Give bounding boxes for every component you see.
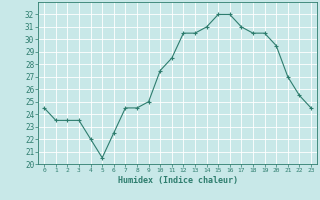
X-axis label: Humidex (Indice chaleur): Humidex (Indice chaleur) bbox=[118, 176, 238, 185]
